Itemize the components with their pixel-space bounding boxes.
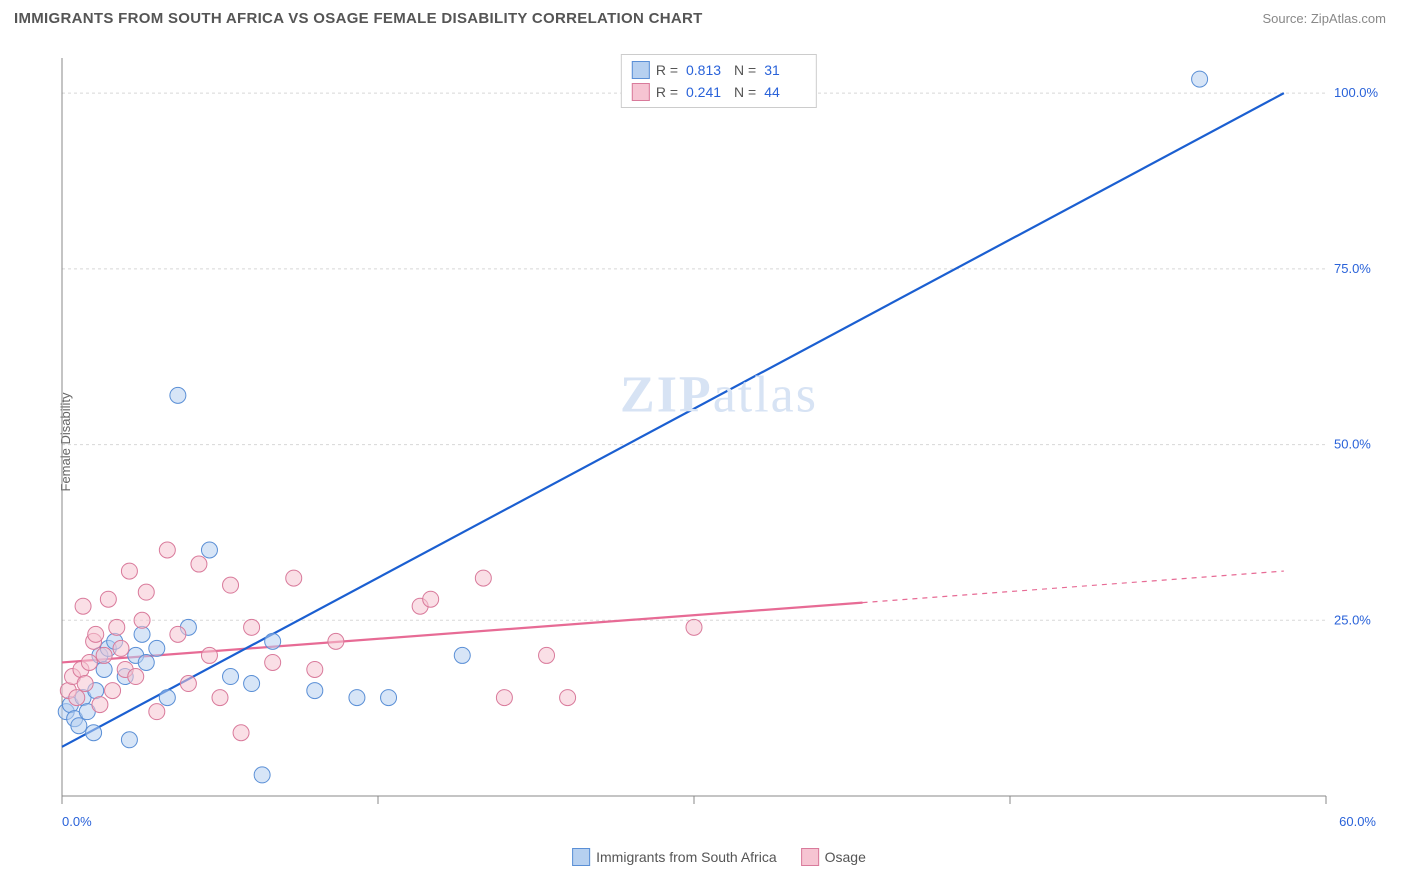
data-point: [423, 591, 439, 607]
data-point: [686, 619, 702, 635]
data-point: [86, 725, 102, 741]
data-point: [539, 647, 555, 663]
data-point: [349, 690, 365, 706]
data-point: [265, 654, 281, 670]
legend-row: R = 0.813 N = 31: [632, 59, 806, 81]
data-point: [244, 619, 260, 635]
data-point: [454, 647, 470, 663]
legend-item: Osage: [801, 848, 866, 866]
data-point: [170, 626, 186, 642]
legend-swatch-icon: [572, 848, 590, 866]
legend-item: Immigrants from South Africa: [572, 848, 777, 866]
data-point: [138, 654, 154, 670]
data-point: [149, 704, 165, 720]
scatter-plot: 25.0% 50.0% 75.0% 100.0% 0.0% 60.0%: [52, 48, 1386, 836]
data-point: [201, 542, 217, 558]
x-tick-label: 0.0%: [62, 814, 92, 829]
chart-area: Female Disability 25.0%50.0%75.0%100.0%0…: [52, 48, 1386, 836]
legend-swatch-icon: [801, 848, 819, 866]
data-point: [69, 690, 85, 706]
data-point: [244, 676, 260, 692]
data-point: [201, 647, 217, 663]
data-point: [71, 718, 87, 734]
legend-row: R = 0.241 N = 44: [632, 81, 806, 103]
data-point: [121, 732, 137, 748]
data-point: [475, 570, 491, 586]
y-tick-label: 50.0%: [1334, 437, 1371, 452]
data-point: [223, 669, 239, 685]
data-point: [81, 654, 97, 670]
data-point: [121, 563, 137, 579]
data-point: [381, 690, 397, 706]
data-point: [328, 633, 344, 649]
data-point: [223, 577, 239, 593]
data-point: [254, 767, 270, 783]
data-point: [286, 570, 302, 586]
correlation-legend: R = 0.813 N = 31 R = 0.241 N = 44: [621, 54, 817, 108]
data-point: [149, 640, 165, 656]
data-point: [496, 690, 512, 706]
data-point: [100, 591, 116, 607]
data-point: [138, 584, 154, 600]
data-point: [307, 661, 323, 677]
data-point: [75, 598, 91, 614]
legend-item-label: Osage: [825, 849, 866, 865]
data-point: [88, 626, 104, 642]
y-tick-label: 25.0%: [1334, 612, 1371, 627]
x-tick-label: 60.0%: [1339, 814, 1376, 829]
data-point: [170, 387, 186, 403]
data-point: [96, 647, 112, 663]
legend-swatch-icon: [632, 61, 650, 79]
data-point: [109, 619, 125, 635]
data-point: [233, 725, 249, 741]
source-attribution: Source: ZipAtlas.com: [1262, 11, 1386, 26]
legend-item-label: Immigrants from South Africa: [596, 849, 777, 865]
data-point: [128, 669, 144, 685]
data-point: [105, 683, 121, 699]
data-point: [180, 676, 196, 692]
y-tick-label: 75.0%: [1334, 261, 1371, 276]
data-point: [113, 640, 129, 656]
data-point: [307, 683, 323, 699]
data-point: [134, 612, 150, 628]
data-point: [92, 697, 108, 713]
data-point: [159, 690, 175, 706]
series-legend: Immigrants from South Africa Osage: [572, 848, 866, 866]
data-point: [265, 633, 281, 649]
y-tick-label: 100.0%: [1334, 85, 1379, 100]
data-point: [159, 542, 175, 558]
data-point: [77, 676, 93, 692]
data-point: [212, 690, 228, 706]
legend-swatch-icon: [632, 83, 650, 101]
chart-title: IMMIGRANTS FROM SOUTH AFRICA VS OSAGE FE…: [14, 10, 703, 27]
data-point: [191, 556, 207, 572]
data-point: [560, 690, 576, 706]
data-point: [1192, 71, 1208, 87]
chart-header: IMMIGRANTS FROM SOUTH AFRICA VS OSAGE FE…: [0, 0, 1406, 33]
